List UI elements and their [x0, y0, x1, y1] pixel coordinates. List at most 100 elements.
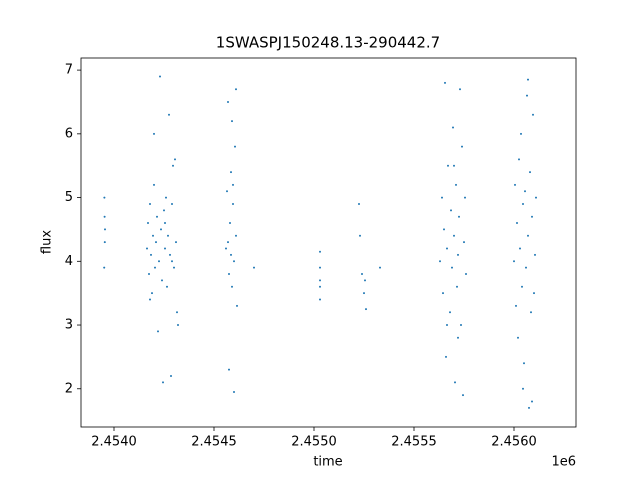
- point: [522, 387, 524, 390]
- point: [232, 183, 234, 186]
- point: [526, 94, 528, 97]
- point: [175, 241, 177, 244]
- point: [530, 311, 532, 314]
- chart-title: 1SWASPJ150248.13-290442.7: [216, 34, 440, 52]
- point: [521, 285, 523, 288]
- point: [227, 100, 229, 103]
- point: [159, 75, 161, 78]
- point: [359, 234, 361, 237]
- point: [103, 266, 106, 269]
- point: [104, 228, 106, 231]
- point: [103, 241, 106, 244]
- point: [163, 209, 165, 212]
- point: [234, 145, 236, 148]
- point: [533, 292, 535, 295]
- point: [460, 324, 462, 327]
- x-tick-label: 2.4560: [491, 435, 537, 450]
- point: [517, 336, 519, 339]
- point: [516, 222, 518, 225]
- point: [441, 196, 443, 199]
- point: [103, 215, 106, 218]
- point: [233, 390, 235, 393]
- point: [535, 196, 537, 199]
- point: [358, 202, 360, 205]
- point: [529, 171, 531, 174]
- point: [439, 260, 441, 263]
- point: [462, 394, 464, 397]
- point: [459, 88, 461, 91]
- point: [446, 247, 448, 250]
- point: [152, 234, 154, 237]
- point: [166, 285, 168, 288]
- point: [363, 292, 365, 295]
- point: [225, 247, 227, 250]
- point: [231, 285, 233, 288]
- point: [525, 266, 527, 269]
- point: [228, 273, 230, 276]
- point: [319, 250, 321, 253]
- point: [227, 241, 229, 244]
- point: [230, 171, 232, 174]
- point: [168, 113, 170, 116]
- point: [518, 158, 520, 161]
- point: [524, 190, 526, 193]
- point: [149, 298, 151, 301]
- point: [522, 202, 524, 205]
- point: [361, 273, 363, 276]
- point: [146, 247, 148, 250]
- point: [172, 164, 174, 167]
- point: [461, 145, 463, 148]
- point: [446, 324, 448, 327]
- point: [161, 279, 163, 282]
- x-tick-label: 2.4545: [191, 435, 237, 450]
- point: [465, 273, 467, 276]
- point: [160, 228, 162, 231]
- point: [169, 253, 171, 256]
- point: [527, 78, 529, 81]
- point: [149, 202, 151, 205]
- point: [364, 279, 366, 282]
- point: [532, 113, 534, 116]
- point: [534, 253, 536, 256]
- point: [174, 158, 176, 161]
- point: [236, 304, 238, 307]
- point: [235, 88, 237, 91]
- plot-frame: [80, 57, 577, 428]
- point: [156, 215, 158, 218]
- point: [515, 304, 517, 307]
- point: [151, 292, 153, 295]
- point: [150, 253, 152, 256]
- point: [319, 266, 321, 269]
- point: [379, 266, 381, 269]
- point: [447, 164, 449, 167]
- point: [147, 222, 149, 225]
- point: [450, 209, 452, 212]
- point: [232, 202, 234, 205]
- point: [443, 228, 445, 231]
- point: [451, 266, 453, 269]
- point: [173, 266, 175, 269]
- point: [523, 362, 525, 365]
- point: [253, 266, 255, 269]
- point: [528, 406, 530, 409]
- x-tick-label: 2.4555: [391, 435, 437, 450]
- y-tick-label: 7: [65, 63, 73, 78]
- point: [157, 330, 159, 333]
- point: [453, 164, 455, 167]
- point: [444, 81, 446, 84]
- point: [164, 222, 166, 225]
- point: [531, 400, 533, 403]
- point: [319, 298, 321, 301]
- point: [148, 273, 150, 276]
- y-tick-label: 2: [65, 381, 73, 396]
- point: [457, 336, 459, 339]
- point: [153, 183, 155, 186]
- point: [458, 215, 460, 218]
- point: [453, 234, 455, 237]
- point: [456, 285, 458, 288]
- point: [162, 381, 164, 384]
- y-tick-label: 5: [65, 190, 73, 205]
- point: [231, 120, 233, 123]
- point: [452, 126, 454, 129]
